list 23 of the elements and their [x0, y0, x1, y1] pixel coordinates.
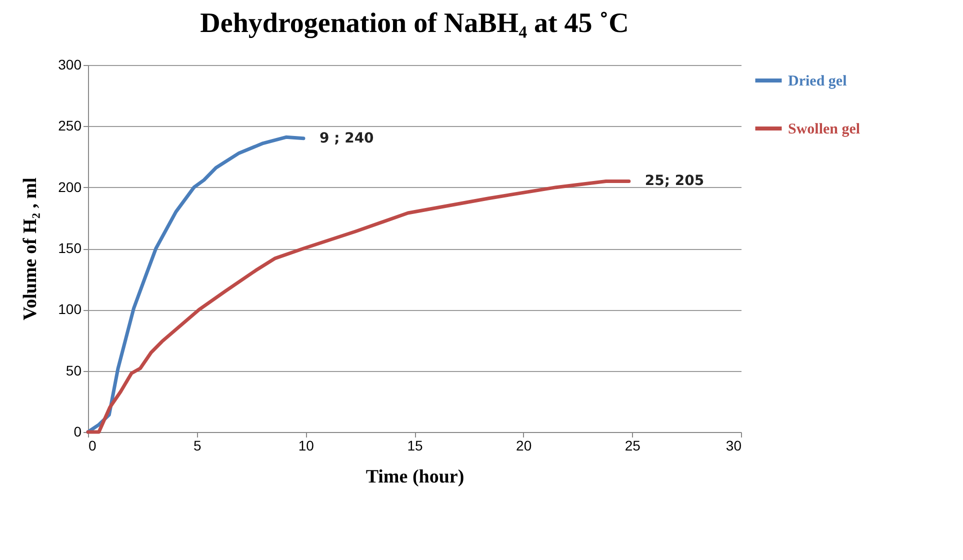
annotation: 9 ; 240 — [319, 130, 374, 146]
y-tick-label: 250 — [58, 118, 82, 134]
legend-label: Dried gel — [788, 74, 847, 90]
y-axis-title: Volume of H₂ , ml — [20, 178, 42, 320]
x-tick-label: 0 — [88, 438, 96, 454]
legend-label: Swollen gel — [788, 122, 860, 138]
y-tick-label: 200 — [58, 178, 82, 195]
x-tick-label: 25 — [624, 438, 641, 454]
x-axis-title: Time (hour) — [366, 466, 464, 488]
y-tick-label: 300 — [58, 56, 82, 72]
y-tick-label: 100 — [58, 301, 82, 318]
x-tick-label: 20 — [516, 438, 532, 454]
y-tick-label: 50 — [66, 362, 82, 378]
chart-title: Dehydrogenation of NaBH₄ at 45 ˚C — [200, 8, 629, 39]
y-tick-label: 150 — [58, 240, 82, 256]
line-series — [86, 135, 306, 434]
line-series — [86, 179, 631, 434]
x-tick-label: 5 — [193, 438, 202, 454]
y-tick-label: 0 — [74, 424, 82, 440]
x-tick-label: 10 — [298, 438, 314, 454]
x-tick-label: 15 — [407, 438, 423, 454]
annotation: 25; 205 — [644, 173, 704, 190]
x-tick-label: 30 — [726, 438, 742, 454]
